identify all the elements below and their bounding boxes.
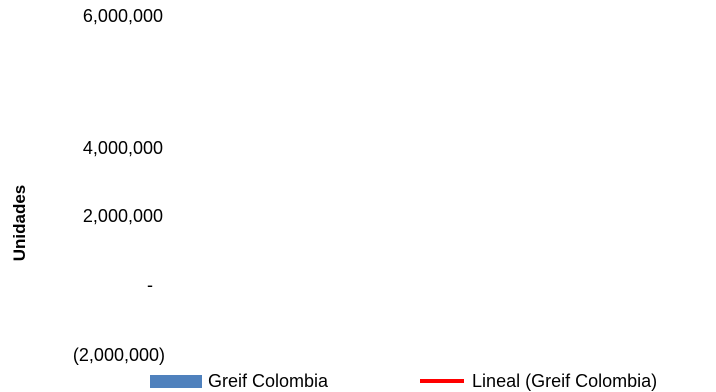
- legend: Greif Colombia Lineal (Greif Colombia): [150, 370, 657, 392]
- y-axis-title: Unidades: [10, 184, 29, 262]
- legend-item-lineal-greif-colombia: Lineal (Greif Colombia): [420, 371, 657, 392]
- legend-label: Greif Colombia: [208, 370, 329, 391]
- y-tick-label: -: [147, 275, 153, 295]
- y-tick-label: 4,000,000: [82, 138, 163, 158]
- legend-swatch-line: [420, 379, 465, 383]
- y-tick-label: 2,000,000: [82, 206, 163, 226]
- y-tick-label: (2,000,000): [72, 345, 165, 365]
- y-tick-label: 6,000,000: [82, 6, 163, 26]
- legend-label: Lineal (Greif Colombia): [472, 370, 658, 391]
- legend-item-greif-colombia: Greif Colombia: [150, 371, 328, 392]
- legend-swatch-bar: [150, 374, 202, 388]
